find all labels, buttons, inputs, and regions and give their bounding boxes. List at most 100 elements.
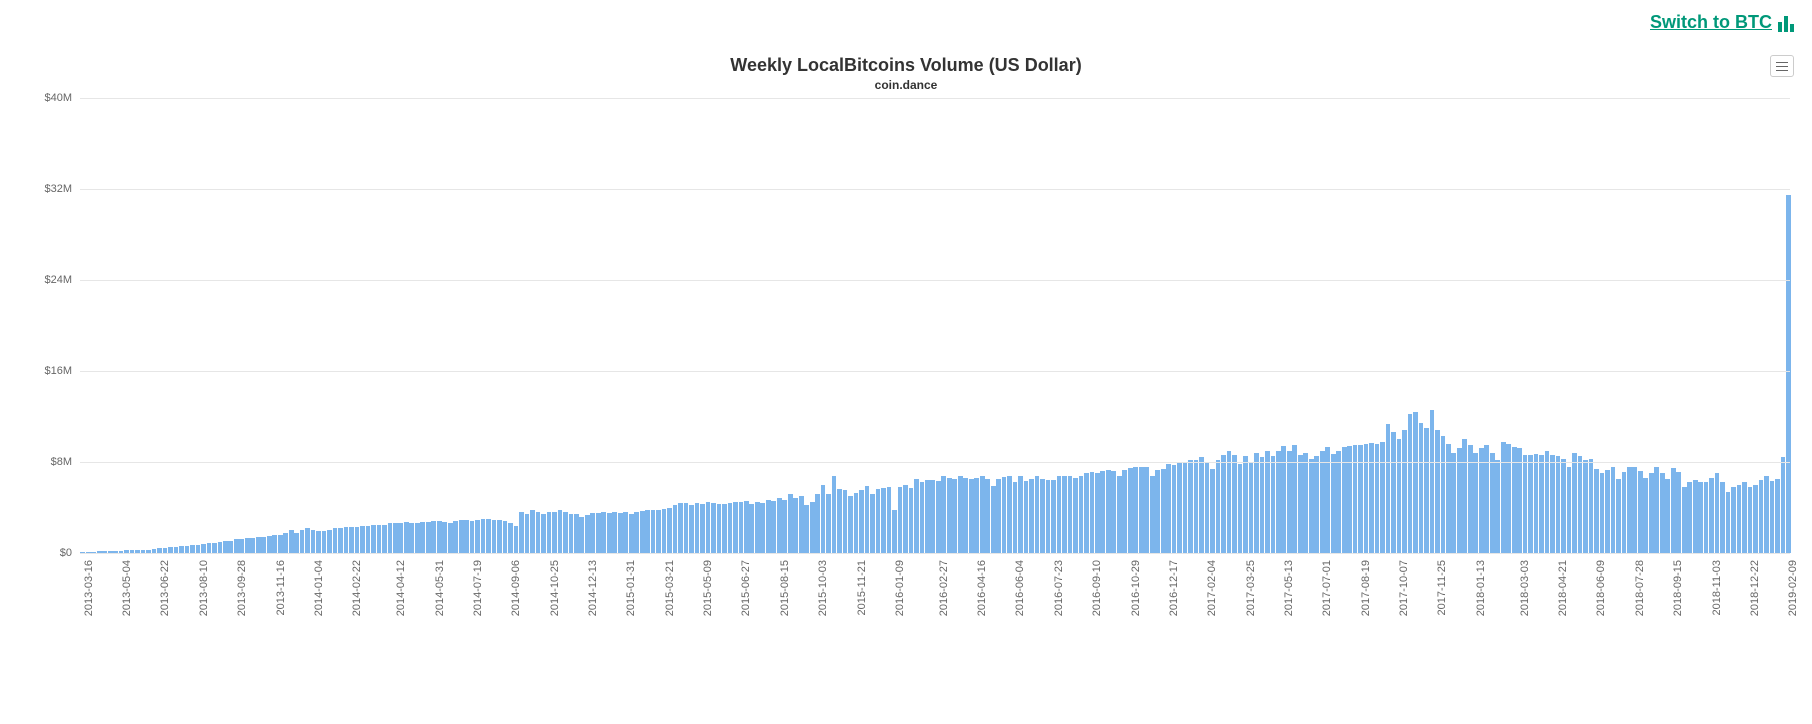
bar[interactable] (1770, 481, 1775, 553)
bar[interactable] (185, 546, 190, 553)
bar[interactable] (1479, 448, 1484, 553)
bar[interactable] (426, 522, 431, 553)
bar[interactable] (459, 520, 464, 553)
bar[interactable] (766, 500, 771, 553)
bar[interactable] (821, 485, 826, 553)
bar[interactable] (1391, 432, 1396, 553)
bar[interactable] (1786, 195, 1791, 553)
bar[interactable] (1589, 459, 1594, 553)
bar[interactable] (1660, 473, 1665, 553)
bar[interactable] (333, 528, 338, 553)
bar[interactable] (728, 503, 733, 553)
bar[interactable] (1073, 478, 1078, 553)
bar[interactable] (898, 487, 903, 553)
bar[interactable] (1090, 472, 1095, 553)
bar[interactable] (300, 530, 305, 553)
bar[interactable] (782, 500, 787, 553)
bar[interactable] (1632, 467, 1637, 553)
bar[interactable] (1408, 414, 1413, 553)
bar[interactable] (453, 521, 458, 553)
bar[interactable] (1232, 455, 1237, 553)
bar[interactable] (1320, 451, 1325, 553)
bar[interactable] (788, 494, 793, 553)
bar[interactable] (1578, 456, 1583, 553)
bar[interactable] (398, 523, 403, 553)
bar[interactable] (607, 513, 612, 553)
bar[interactable] (1572, 453, 1577, 553)
bar[interactable] (760, 503, 765, 553)
bar[interactable] (371, 525, 376, 553)
bar[interactable] (530, 510, 535, 553)
bar[interactable] (492, 520, 497, 553)
bar[interactable] (996, 479, 1001, 553)
bar[interactable] (1177, 463, 1182, 553)
bar[interactable] (1693, 480, 1698, 553)
bar[interactable] (1737, 485, 1742, 553)
bar[interactable] (1698, 482, 1703, 553)
bar[interactable] (1665, 479, 1670, 553)
bar[interactable] (958, 476, 963, 553)
bar[interactable] (656, 510, 661, 553)
bar[interactable] (179, 546, 184, 553)
bar[interactable] (1643, 478, 1648, 553)
bar[interactable] (1709, 478, 1714, 553)
bar[interactable] (623, 512, 628, 553)
bar[interactable] (1369, 443, 1374, 553)
bar[interactable] (1781, 457, 1786, 553)
bar[interactable] (848, 496, 853, 553)
bar[interactable] (558, 510, 563, 553)
bar[interactable] (294, 533, 299, 553)
bar[interactable] (377, 525, 382, 553)
bar[interactable] (1742, 482, 1747, 553)
bar[interactable] (1402, 430, 1407, 553)
bar[interactable] (585, 515, 590, 553)
bar[interactable] (1062, 476, 1067, 553)
bar[interactable] (437, 521, 442, 553)
bar[interactable] (1649, 473, 1654, 553)
bar[interactable] (1254, 453, 1259, 553)
bar[interactable] (903, 485, 908, 553)
bar[interactable] (645, 510, 650, 553)
bar[interactable] (1336, 451, 1341, 553)
bar[interactable] (706, 502, 711, 553)
bar[interactable] (1100, 471, 1105, 553)
bar[interactable] (700, 504, 705, 553)
bar[interactable] (448, 523, 453, 553)
bar[interactable] (393, 523, 398, 553)
bar[interactable] (1671, 468, 1676, 553)
bar[interactable] (1287, 451, 1292, 553)
bar[interactable] (1298, 455, 1303, 553)
bar[interactable] (1720, 482, 1725, 553)
bar[interactable] (1386, 424, 1391, 553)
bar[interactable] (1611, 467, 1616, 553)
bar[interactable] (1682, 487, 1687, 553)
bar[interactable] (947, 478, 952, 553)
bar[interactable] (1249, 462, 1254, 553)
bar[interactable] (1594, 469, 1599, 553)
bar[interactable] (684, 503, 689, 553)
bar[interactable] (547, 512, 552, 553)
bar[interactable] (673, 505, 678, 553)
bar[interactable] (590, 513, 595, 553)
bar[interactable] (865, 486, 870, 553)
bar[interactable] (278, 535, 283, 553)
bar[interactable] (190, 545, 195, 553)
bar[interactable] (1605, 470, 1610, 553)
bar[interactable] (201, 544, 206, 553)
bar[interactable] (464, 520, 469, 553)
bar[interactable] (991, 486, 996, 553)
bar[interactable] (837, 489, 842, 553)
bar[interactable] (1133, 467, 1138, 553)
bar[interactable] (261, 537, 266, 553)
bar[interactable] (1243, 456, 1248, 553)
bar[interactable] (662, 509, 667, 553)
bar[interactable] (1303, 453, 1308, 553)
bar[interactable] (1380, 442, 1385, 553)
bar[interactable] (876, 489, 881, 553)
bar[interactable] (810, 502, 815, 553)
bar[interactable] (640, 511, 645, 553)
bar[interactable] (1638, 471, 1643, 553)
bar[interactable] (223, 541, 228, 554)
bar[interactable] (250, 538, 255, 553)
bar[interactable] (1759, 480, 1764, 553)
